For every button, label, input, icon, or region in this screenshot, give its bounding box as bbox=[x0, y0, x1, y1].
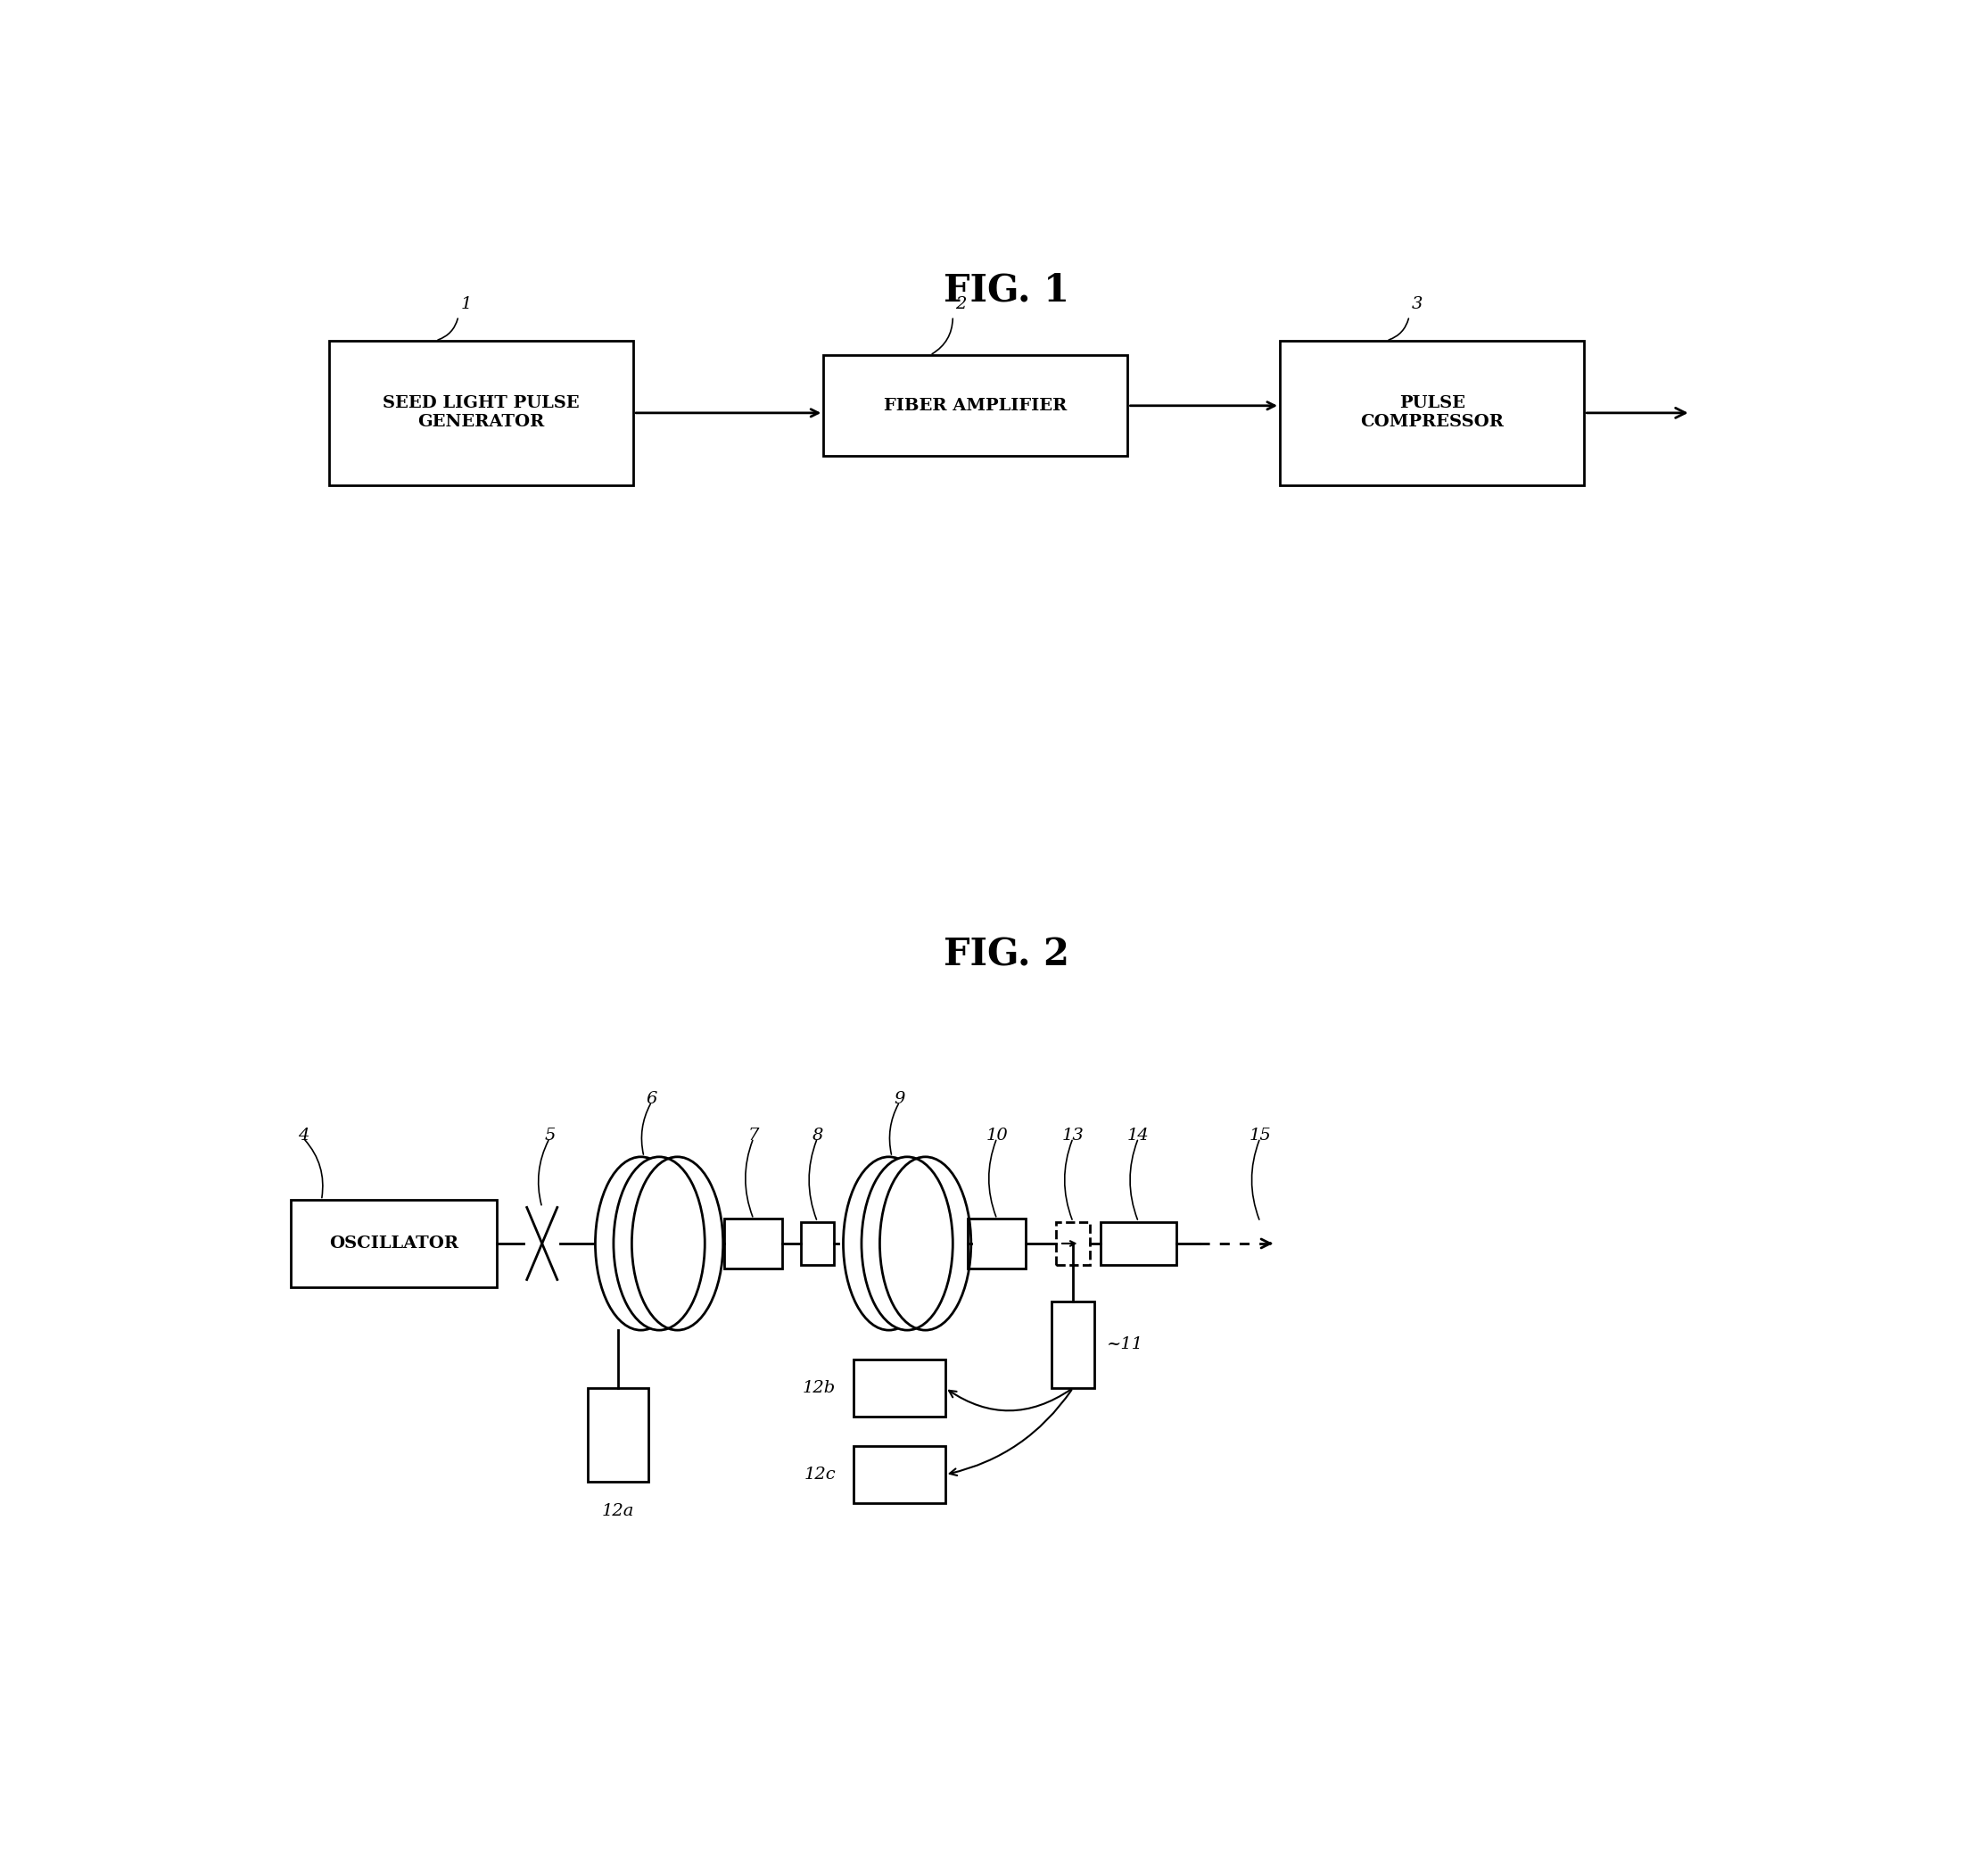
Ellipse shape bbox=[595, 1157, 687, 1330]
Text: 7: 7 bbox=[748, 1127, 760, 1142]
Text: PULSE
COMPRESSOR: PULSE COMPRESSOR bbox=[1360, 396, 1504, 430]
Text: 1: 1 bbox=[461, 296, 471, 313]
Text: 15: 15 bbox=[1248, 1127, 1272, 1142]
FancyBboxPatch shape bbox=[1056, 1221, 1089, 1264]
Text: 13: 13 bbox=[1062, 1127, 1084, 1142]
Ellipse shape bbox=[862, 1157, 952, 1330]
FancyBboxPatch shape bbox=[724, 1219, 783, 1268]
Text: SEED LIGHT PULSE
GENERATOR: SEED LIGHT PULSE GENERATOR bbox=[383, 396, 579, 430]
FancyBboxPatch shape bbox=[854, 1358, 946, 1416]
Text: 12c: 12c bbox=[805, 1467, 836, 1482]
Text: 2: 2 bbox=[954, 296, 966, 313]
Text: FIG. 1: FIG. 1 bbox=[942, 272, 1070, 310]
Text: 12a: 12a bbox=[603, 1503, 634, 1520]
Text: 12b: 12b bbox=[803, 1381, 836, 1396]
FancyBboxPatch shape bbox=[330, 341, 634, 486]
Text: ~11: ~11 bbox=[1107, 1336, 1142, 1353]
Ellipse shape bbox=[844, 1157, 934, 1330]
FancyBboxPatch shape bbox=[801, 1221, 834, 1264]
Text: 10: 10 bbox=[985, 1127, 1007, 1142]
FancyBboxPatch shape bbox=[854, 1446, 946, 1503]
FancyBboxPatch shape bbox=[1052, 1302, 1093, 1388]
Text: OSCILLATOR: OSCILLATOR bbox=[330, 1236, 459, 1251]
Text: 6: 6 bbox=[646, 1092, 658, 1107]
FancyBboxPatch shape bbox=[1101, 1221, 1176, 1264]
FancyBboxPatch shape bbox=[587, 1388, 648, 1482]
Text: 5: 5 bbox=[544, 1127, 556, 1142]
FancyBboxPatch shape bbox=[824, 355, 1129, 456]
Text: FIG. 2: FIG. 2 bbox=[942, 936, 1070, 974]
Ellipse shape bbox=[614, 1157, 705, 1330]
FancyBboxPatch shape bbox=[968, 1219, 1027, 1268]
Text: 4: 4 bbox=[298, 1127, 308, 1142]
Text: 3: 3 bbox=[1411, 296, 1423, 313]
FancyBboxPatch shape bbox=[291, 1201, 497, 1287]
FancyBboxPatch shape bbox=[1280, 341, 1584, 486]
Text: 14: 14 bbox=[1127, 1127, 1150, 1142]
Text: FIBER AMPLIFIER: FIBER AMPLIFIER bbox=[883, 398, 1068, 415]
Text: 9: 9 bbox=[893, 1092, 905, 1107]
Text: 8: 8 bbox=[813, 1127, 822, 1142]
